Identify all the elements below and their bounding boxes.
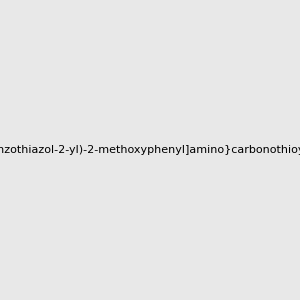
Text: N-({[5-(1,3-benzothiazol-2-yl)-2-methoxyphenyl]amino}carbonothioyl)hexanamide: N-({[5-(1,3-benzothiazol-2-yl)-2-methoxy… — [0, 145, 300, 155]
